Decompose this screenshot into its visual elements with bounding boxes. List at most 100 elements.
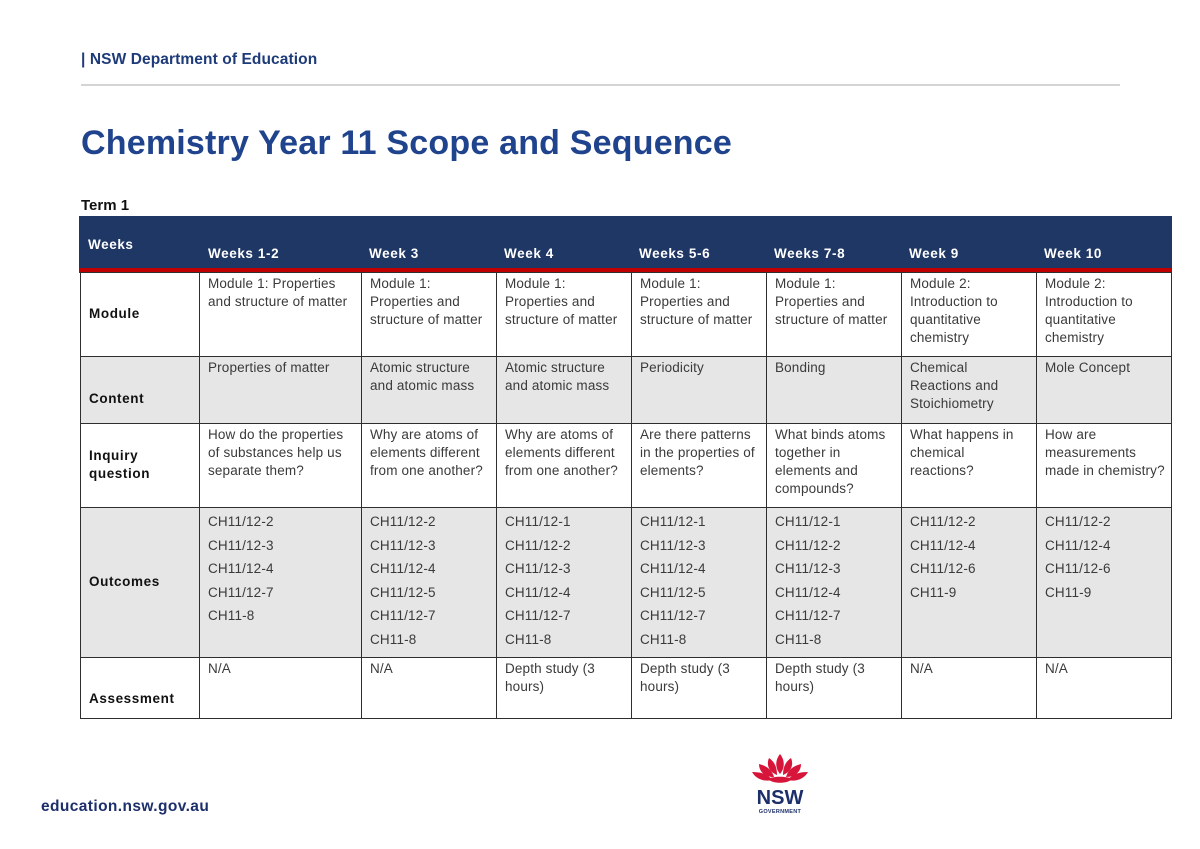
outcome-code: CH11/12-2 [775,537,841,553]
outcome-code: CH11/12-3 [775,561,841,576]
outcome-code: CH11/12-1 [505,514,571,529]
outcome-code: CH11/12-7 [370,608,436,623]
outcome-code: CH11/12-6 [1045,561,1111,576]
table-cell: Module 1: Properties and structure of ma… [631,272,767,357]
row-label-module: Module [80,272,200,357]
outcome-code: CH11/12-3 [370,537,436,553]
table-header-row: Weeks Weeks 1-2 Week 3 Week 4 Weeks 5-6 … [79,216,1172,273]
outcome-code: CH11-8 [208,608,255,623]
outcome-code: CH11/12-5 [640,584,706,600]
table-cell: Module 2: Introduction to quantitative c… [901,272,1037,357]
page-title: Chemistry Year 11 Scope and Sequence [81,124,732,162]
table-cell: How are measurements made in chemistry? [1036,423,1172,508]
outcome-code: CH11-8 [640,631,687,647]
table-cell: Mole Concept [1036,356,1172,424]
row-label-content: Content [80,356,200,424]
table-cell: What binds atoms together in elements an… [766,423,902,508]
column-header: Week 9 [909,246,959,261]
outcomes-cell: CH11/12-2 CH11/12-4 CH11/12-6 CH11-9 [1036,507,1172,658]
outcome-code: CH11/12-5 [370,584,436,600]
outcome-code: CH11/12-2 [910,514,976,529]
table-cell: Atomic structure and atomic mass [361,356,497,424]
table-cell: Module 2: Introduction to quantitative c… [1036,272,1172,357]
outcome-code: CH11/12-7 [640,608,706,623]
column-header: Week 10 [1044,246,1102,261]
outcome-code: CH11/12-3 [640,537,706,553]
outcome-code: CH11/12-7 [505,608,571,623]
outcome-code: CH11/12-4 [505,584,571,600]
outcome-code: CH11/12-7 [208,584,274,600]
header-accent-bar [79,268,1172,273]
outcomes-cell: CH11/12-2 CH11/12-4 CH11/12-6 CH11-9 [901,507,1037,658]
outcome-code: CH11/12-7 [775,608,841,623]
outcome-code: CH11/12-2 [1045,514,1111,529]
column-header: Weeks 1-2 [208,246,280,261]
table-cell: Module 1: Properties and structure of ma… [199,272,362,357]
outcome-code: CH11/12-2 [208,514,274,529]
outcome-code: CH11/12-4 [775,584,841,600]
waratah-icon: NSW GOVERNMENT [752,754,808,815]
outcome-code: CH11/12-3 [505,561,571,576]
table-cell: Chemical Reactions and Stoichiometry [901,356,1037,424]
table-cell: Depth study (3 hours) [766,657,902,719]
outcome-code: CH11/12-4 [370,561,436,576]
row-label-outcomes: Outcomes [80,507,200,658]
outcome-code: CH11/12-2 [505,537,571,553]
organisation-header: | NSW Department of Education [81,51,318,68]
table-cell: How do the properties of substances help… [199,423,362,508]
nsw-government-logo: NSW GOVERNMENT [748,752,812,818]
row-label-inquiry: Inquiry question [80,423,200,508]
outcome-code: CH11/12-3 [208,537,274,553]
outcome-code: CH11/12-6 [910,561,976,576]
svg-text:NSW: NSW [757,787,804,809]
footer-url: education.nsw.gov.au [41,798,210,815]
column-header: Weeks 5-6 [639,246,711,261]
table-cell: Module 1: Properties and structure of ma… [361,272,497,357]
table-cell: N/A [1036,657,1172,719]
svg-text:GOVERNMENT: GOVERNMENT [759,809,802,815]
scope-sequence-table: Weeks Weeks 1-2 Week 3 Week 4 Weeks 5-6 … [79,216,1172,719]
outcome-code: CH11-9 [1045,584,1092,600]
table-cell: N/A [901,657,1037,719]
table-cell: Properties of matter [199,356,362,424]
table-row-assessment: Assessment N/A N/A Depth study (3 hours)… [80,657,1172,719]
outcomes-cell: CH11/12-2 CH11/12-3 CH11/12-4 CH11/12-7 CH11… [199,507,362,658]
outcome-code: CH11-8 [775,631,822,647]
header-corner-weeks: Weeks [88,237,134,252]
table-cell: Depth study (3 hours) [496,657,632,719]
table-cell: Are there patterns in the properties of … [631,423,767,508]
table-cell: Why are atoms of elements different from… [496,423,632,508]
outcome-code: CH11/12-4 [1045,537,1111,553]
table-cell: What happens in chemical reactions? [901,423,1037,508]
column-header: Week 3 [369,246,419,261]
outcomes-cell: CH11/12-1 CH11/12-2 CH11/12-3 CH11/12-4 CH11… [496,507,632,658]
outcome-code: CH11/12-4 [208,561,274,576]
header-divider [81,84,1120,86]
table-row-outcomes: Outcomes CH11/12-2 CH11/12-3 CH11/12-4 CH11… [80,507,1172,658]
table-cell: Module 1: Properties and structure of ma… [766,272,902,357]
outcome-code: CH11/12-1 [640,514,706,529]
outcome-code: CH11-9 [910,584,957,600]
outcomes-cell: CH11/12-1 CH11/12-2 CH11/12-3 CH11/12-4 CH11… [766,507,902,658]
term-heading: Term 1 [81,197,130,214]
table-cell: Module 1: Properties and structure of ma… [496,272,632,357]
table-cell: Bonding [766,356,902,424]
table-row-inquiry: Inquiry question How do the properties o… [80,423,1172,508]
outcomes-cell: CH11/12-2 CH11/12-3 CH11/12-4 CH11/12-5 CH11… [361,507,497,658]
table-cell: Periodicity [631,356,767,424]
outcomes-cell: CH11/12-1 CH11/12-3 CH11/12-4 CH11/12-5 CH11… [631,507,767,658]
column-header: Week 4 [504,246,554,261]
table-body: Module Module 1: Properties and structur… [80,272,1172,719]
table-cell: Depth study (3 hours) [631,657,767,719]
outcome-code: CH11-8 [370,631,417,647]
column-header: Weeks 7-8 [774,246,846,261]
table-cell: Why are atoms of elements different from… [361,423,497,508]
outcome-code: CH11/12-1 [775,514,841,529]
outcome-code: CH11/12-4 [910,537,976,553]
row-label-assessment: Assessment [80,657,200,719]
outcome-code: CH11/12-2 [370,514,436,529]
outcome-code: CH11/12-4 [640,561,706,576]
table-row-content: Content Properties of matter Atomic stru… [80,356,1172,424]
outcome-code: CH11-8 [505,631,552,647]
table-row-module: Module Module 1: Properties and structur… [80,272,1172,357]
